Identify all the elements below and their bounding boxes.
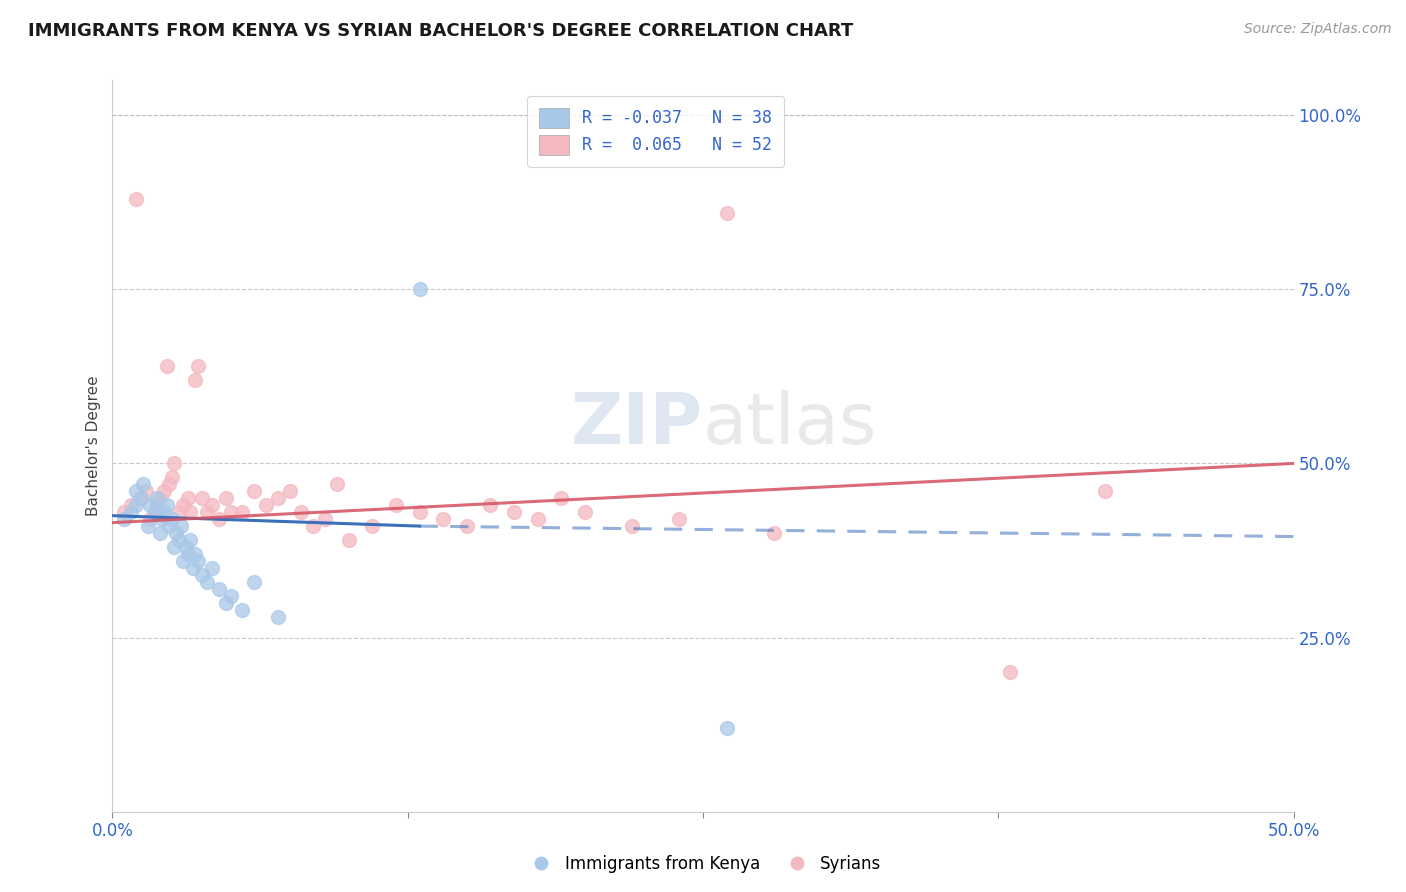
Point xyxy=(184,547,207,561)
Point xyxy=(177,547,200,561)
Point xyxy=(215,596,238,610)
Point xyxy=(550,491,572,506)
Point xyxy=(574,505,596,519)
Point xyxy=(385,498,408,512)
Point xyxy=(120,505,142,519)
Point xyxy=(149,526,172,541)
Point xyxy=(231,603,253,617)
Point xyxy=(153,505,176,519)
Point xyxy=(132,477,155,491)
Legend: R = -0.037   N = 38, R =  0.065   N = 52: R = -0.037 N = 38, R = 0.065 N = 52 xyxy=(527,96,785,167)
Text: ZIP: ZIP xyxy=(571,390,703,458)
Y-axis label: Bachelor's Degree: Bachelor's Degree xyxy=(86,376,101,516)
Point xyxy=(163,540,186,554)
Point xyxy=(479,498,502,512)
Point xyxy=(1094,484,1116,499)
Point xyxy=(156,359,179,373)
Point xyxy=(326,477,349,491)
Point xyxy=(195,505,218,519)
Point xyxy=(125,498,148,512)
Point xyxy=(153,484,176,499)
Point xyxy=(290,505,312,519)
Point xyxy=(219,505,242,519)
Point xyxy=(215,491,238,506)
Point xyxy=(160,470,183,484)
Point xyxy=(129,491,152,506)
Point xyxy=(716,721,738,735)
Point xyxy=(231,505,253,519)
Point xyxy=(278,484,301,499)
Point xyxy=(149,491,172,506)
Point xyxy=(668,512,690,526)
Point xyxy=(201,561,224,575)
Point xyxy=(208,512,231,526)
Point xyxy=(120,498,142,512)
Point xyxy=(408,505,430,519)
Point xyxy=(191,567,214,582)
Point xyxy=(361,519,384,533)
Point xyxy=(179,505,201,519)
Point xyxy=(112,505,135,519)
Point xyxy=(208,582,231,596)
Point xyxy=(243,484,266,499)
Point xyxy=(125,192,148,206)
Point xyxy=(150,512,173,526)
Point xyxy=(195,574,218,589)
Point xyxy=(170,519,193,533)
Text: atlas: atlas xyxy=(703,390,877,458)
Point xyxy=(179,533,201,547)
Text: IMMIGRANTS FROM KENYA VS SYRIAN BACHELOR'S DEGREE CORRELATION CHART: IMMIGRANTS FROM KENYA VS SYRIAN BACHELOR… xyxy=(28,22,853,40)
Point xyxy=(146,498,169,512)
Point xyxy=(526,512,548,526)
Point xyxy=(716,205,738,219)
Point xyxy=(201,498,224,512)
Point xyxy=(177,491,200,506)
Point xyxy=(157,519,180,533)
Point xyxy=(156,498,179,512)
Point xyxy=(165,526,187,541)
Point xyxy=(167,533,190,547)
Point xyxy=(136,519,159,533)
Point xyxy=(146,491,169,506)
Point xyxy=(160,512,183,526)
Point xyxy=(186,359,208,373)
Point xyxy=(621,519,644,533)
Point xyxy=(112,512,135,526)
Point xyxy=(181,561,204,575)
Point xyxy=(172,498,194,512)
Point xyxy=(243,574,266,589)
Point xyxy=(762,526,785,541)
Point xyxy=(184,373,207,387)
Point xyxy=(186,554,208,568)
Point xyxy=(432,512,454,526)
Point xyxy=(163,457,186,471)
Point xyxy=(254,498,277,512)
Point xyxy=(219,589,242,603)
Point xyxy=(503,505,526,519)
Point xyxy=(174,540,197,554)
Point xyxy=(191,491,214,506)
Point xyxy=(998,665,1021,680)
Text: Source: ZipAtlas.com: Source: ZipAtlas.com xyxy=(1244,22,1392,37)
Point xyxy=(172,554,194,568)
Point xyxy=(139,498,162,512)
Point xyxy=(143,505,166,519)
Point xyxy=(129,491,152,506)
Point xyxy=(302,519,325,533)
Point xyxy=(125,484,148,499)
Point xyxy=(157,477,180,491)
Point xyxy=(135,484,157,499)
Point xyxy=(456,519,478,533)
Legend: Immigrants from Kenya, Syrians: Immigrants from Kenya, Syrians xyxy=(517,848,889,880)
Point xyxy=(314,512,336,526)
Point xyxy=(408,282,430,296)
Point xyxy=(167,505,190,519)
Point xyxy=(143,505,166,519)
Point xyxy=(337,533,360,547)
Point xyxy=(267,609,290,624)
Point xyxy=(139,512,162,526)
Point xyxy=(267,491,290,506)
